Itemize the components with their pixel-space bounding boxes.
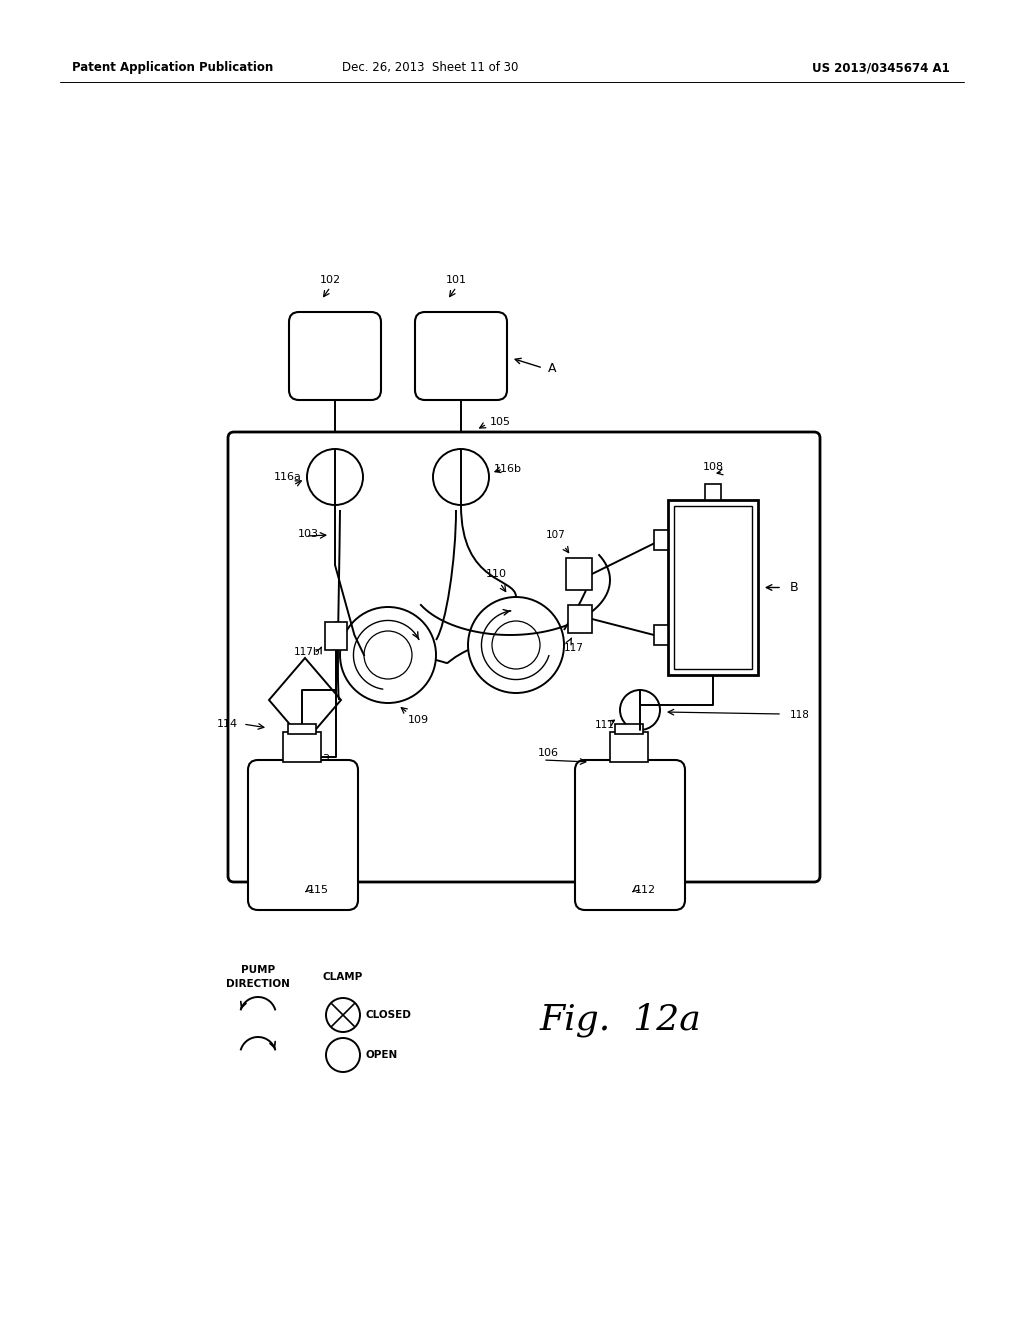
Text: 110: 110: [485, 569, 507, 579]
Text: 117: 117: [564, 643, 584, 653]
Text: 102: 102: [319, 275, 341, 285]
Bar: [283, 733, 321, 762]
Bar: [568, 605, 592, 634]
Text: B: B: [790, 581, 799, 594]
Text: 113: 113: [310, 754, 331, 764]
FancyBboxPatch shape: [228, 432, 820, 882]
Bar: [566, 558, 592, 590]
Text: 118: 118: [790, 710, 810, 719]
Bar: [654, 624, 668, 645]
Bar: [654, 531, 668, 550]
Text: 109: 109: [408, 715, 429, 725]
Text: 115: 115: [308, 884, 329, 895]
Text: CLOSED: CLOSED: [366, 1010, 412, 1020]
Text: 101: 101: [445, 275, 467, 285]
Text: 105: 105: [490, 417, 511, 426]
FancyBboxPatch shape: [289, 312, 381, 400]
Text: 117b: 117b: [294, 647, 319, 657]
Text: DIRECTION: DIRECTION: [226, 979, 290, 989]
FancyBboxPatch shape: [415, 312, 507, 400]
Text: Fig.  12a: Fig. 12a: [539, 1003, 700, 1038]
Bar: [615, 723, 643, 734]
Bar: [668, 500, 758, 675]
Bar: [325, 622, 347, 649]
Text: 116b: 116b: [494, 465, 522, 474]
Text: 111: 111: [595, 719, 615, 730]
Text: Patent Application Publication: Patent Application Publication: [72, 62, 273, 74]
Text: A: A: [548, 362, 556, 375]
FancyBboxPatch shape: [248, 760, 358, 909]
FancyBboxPatch shape: [575, 760, 685, 909]
Text: OPEN: OPEN: [366, 1049, 398, 1060]
Text: US 2013/0345674 A1: US 2013/0345674 A1: [812, 62, 950, 74]
Bar: [705, 484, 721, 500]
Bar: [288, 723, 316, 734]
Text: 112: 112: [635, 884, 656, 895]
Text: 103: 103: [298, 529, 319, 539]
Bar: [674, 506, 752, 669]
Text: 108: 108: [702, 462, 724, 473]
Text: 106: 106: [538, 748, 559, 758]
Text: 114: 114: [217, 719, 238, 729]
Text: 107: 107: [546, 531, 566, 540]
Text: 116a: 116a: [274, 473, 302, 482]
Bar: [610, 733, 648, 762]
Text: Dec. 26, 2013  Sheet 11 of 30: Dec. 26, 2013 Sheet 11 of 30: [342, 62, 518, 74]
Text: PUMP: PUMP: [241, 965, 275, 975]
Text: CLAMP: CLAMP: [323, 972, 364, 982]
